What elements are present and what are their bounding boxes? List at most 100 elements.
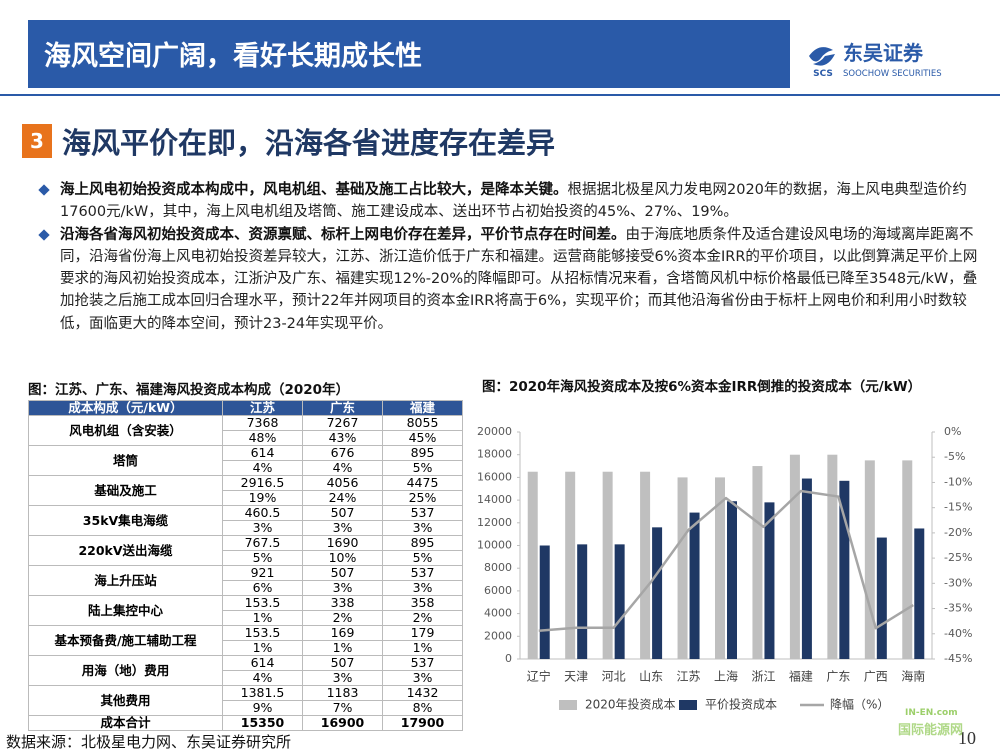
x-tick-label: 广东 [826, 670, 850, 684]
table-row: 19% 24% 25% [29, 490, 463, 506]
table-cell: 537 [382, 655, 463, 671]
bar [602, 471, 613, 659]
bullet-lead: 沿海各省海风初始投资成本、资源禀赋、标杆上网电价存在差异，平价节点存在时间差。 [60, 226, 626, 243]
bar [752, 466, 763, 659]
table-cell: 45% [382, 430, 463, 446]
table-cell: 5% [382, 460, 463, 476]
table-row: 3% 3% 3% [29, 520, 463, 536]
y-tick-label: 14000 [477, 493, 512, 506]
x-tick-label: 福建 [789, 669, 813, 684]
table-cell: 福建 [382, 400, 463, 416]
table-cell: 676 [302, 445, 383, 461]
table-cell: 1% [382, 640, 463, 656]
table-cell: 614 [222, 655, 303, 671]
chart-title: 图：2020年海风投资成本及按6%资本金IRR倒推的投资成本（元/kW） [482, 378, 921, 395]
y2-tick-label: -15% [944, 501, 972, 514]
table-cell: 塔筒 [28, 445, 223, 476]
table-cell: 3% [302, 580, 383, 596]
page-number: 10 [958, 728, 976, 748]
table-row: 1% 1% 1% [29, 640, 463, 656]
y2-tick-label: -5% [944, 450, 965, 463]
table-row: 成本合计 15350 16900 17900 [28, 715, 463, 731]
table-cell: 3% [382, 520, 463, 536]
table-cell: 3% [302, 520, 383, 536]
table-cell: 基础及施工 [28, 475, 223, 506]
y-tick-label: 2000 [484, 629, 512, 642]
bar [789, 454, 800, 659]
table-cell: 507 [302, 655, 383, 671]
y2-tick-label: -40% [944, 627, 972, 640]
watermark: 国际能源网 [898, 723, 964, 738]
table-cell: 15350 [222, 715, 303, 731]
table-cell: 507 [302, 565, 383, 581]
table-row: 陆上集控中心 153.5 338 358 [28, 595, 463, 626]
table-cell: 43% [302, 430, 383, 446]
y-tick-label: 12000 [477, 516, 512, 529]
table-cell: 17900 [382, 715, 463, 731]
table-row: 基础及施工 2916.5 4056 4475 [28, 475, 463, 506]
y-tick-label: 0 [505, 652, 512, 665]
table-caption: 图：江苏、广东、福建海风投资成本构成（2020年） [28, 382, 350, 398]
table-cell: 成本构成（元/kW） [28, 400, 223, 416]
bullet-list: 海上风电初始投资成本构成中，风电机组、基础及施工占比较大，是降本关键。根据据北极… [36, 179, 980, 335]
legend-label: 2020年投资成本 [585, 697, 676, 712]
y-tick-label: 20000 [477, 425, 512, 438]
cost-table: 成本构成（元/kW） 江苏 广东 福建 风电机组（含安装） 7368 7267 8055 48%… [28, 400, 463, 731]
table-cell: 25% [382, 490, 463, 506]
table-cell: 7368 [222, 415, 303, 431]
table-row: 5% 10% 5% [29, 550, 463, 566]
line-series [538, 489, 914, 632]
x-tick-label: 上海 [714, 669, 738, 684]
table-cell: 9% [222, 700, 303, 716]
y2-tick-label: -45% [944, 652, 972, 665]
table-cell: 16900 [302, 715, 383, 731]
bar [902, 460, 913, 659]
table-cell: 358 [382, 595, 463, 611]
table-row: 35kV集电海缆 460.5 507 537 [28, 505, 463, 536]
table-cell: 153.5 [222, 625, 303, 641]
legend-swatch [679, 700, 697, 710]
table-cell: 507 [302, 505, 383, 521]
table-cell: 921 [222, 565, 303, 581]
bullet-text: 根据据北极星风力发电网2020年的数据，海上风电典型造价约17600元/kW，其… [60, 182, 967, 221]
table-cell: 1% [222, 640, 303, 656]
bar [539, 545, 550, 659]
x-tick-label: 广西 [864, 670, 888, 684]
bar [727, 501, 737, 659]
x-tick-label: 江苏 [677, 670, 701, 684]
table-cell: 7% [302, 700, 383, 716]
table-cell: 6% [222, 580, 303, 596]
x-tick-label: 河北 [602, 670, 626, 684]
section-number: 3 [22, 124, 52, 158]
table-cell: 2% [302, 610, 383, 626]
table-cell: 其他费用 [28, 685, 223, 716]
table-cell: 1432 [382, 685, 463, 701]
bar [876, 537, 887, 659]
table-cell: 陆上集控中心 [28, 595, 223, 626]
table-cell: 4% [222, 460, 303, 476]
section-title: 海风平价在即，沿海各省进度存在差异 [62, 126, 556, 160]
y2-tick-label: -30% [944, 576, 972, 589]
bar [614, 544, 625, 659]
y-tick-label: 16000 [477, 470, 512, 483]
table-cell: 1% [302, 640, 383, 656]
table-cell: 海上升压站 [28, 565, 223, 596]
table-cell: 4% [222, 670, 303, 686]
table-cell: 4056 [302, 475, 383, 491]
bar [652, 527, 663, 659]
table-cell: 169 [302, 625, 383, 641]
logo: SCS 东吴证券 SOOCHOW SECURITIES [809, 41, 942, 79]
table-cell: 4% [302, 460, 383, 476]
table-cell: 338 [302, 595, 383, 611]
y-tick-label: 18000 [477, 448, 512, 461]
table-cell: 767.5 [222, 535, 303, 551]
table-row: 1% 2% 2% [29, 610, 463, 626]
table-cell: 895 [382, 535, 463, 551]
table-cell: 179 [382, 625, 463, 641]
table-row: 塔筒 614 676 895 [28, 445, 463, 476]
logo-subtext: SOOCHOW SECURITIES [843, 69, 942, 79]
table-cell: 3% [382, 580, 463, 596]
bullet-lead: 海上风电初始投资成本构成中，风电机组、基础及施工占比较大，是降本关键。 [60, 182, 568, 198]
table-cell: 537 [382, 565, 463, 581]
